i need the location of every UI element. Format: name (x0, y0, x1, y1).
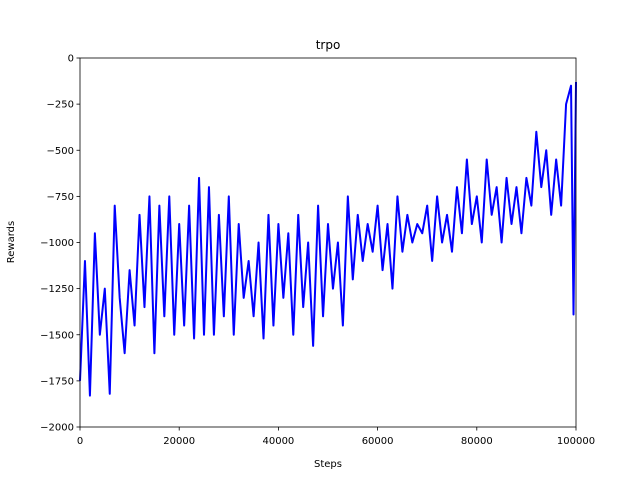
y-tick-label: −1500 (40, 330, 74, 341)
y-tick-label: −750 (47, 192, 74, 203)
x-tick-label: 40000 (262, 436, 294, 447)
y-tick-label: −250 (47, 100, 74, 111)
y-tick-label: −1750 (40, 376, 74, 387)
line-series (79, 81, 577, 397)
y-tick-label: −1250 (40, 284, 74, 295)
y-axis-label: Rewards (6, 221, 17, 263)
x-tick-label: 80000 (461, 436, 493, 447)
y-tick-label: −2000 (40, 423, 74, 434)
y-tick-label: −1000 (40, 238, 74, 249)
x-tick-label: 20000 (163, 436, 195, 447)
x-tick-label: 0 (77, 436, 83, 447)
plot-frame (79, 57, 577, 428)
x-tick-label: 60000 (362, 436, 394, 447)
y-tick-label: 0 (68, 54, 74, 65)
y-tick-label: −500 (47, 146, 74, 157)
chart-title: trpo (316, 38, 341, 52)
x-axis-label: Steps (314, 459, 342, 470)
x-tick-label: 100000 (557, 436, 595, 447)
